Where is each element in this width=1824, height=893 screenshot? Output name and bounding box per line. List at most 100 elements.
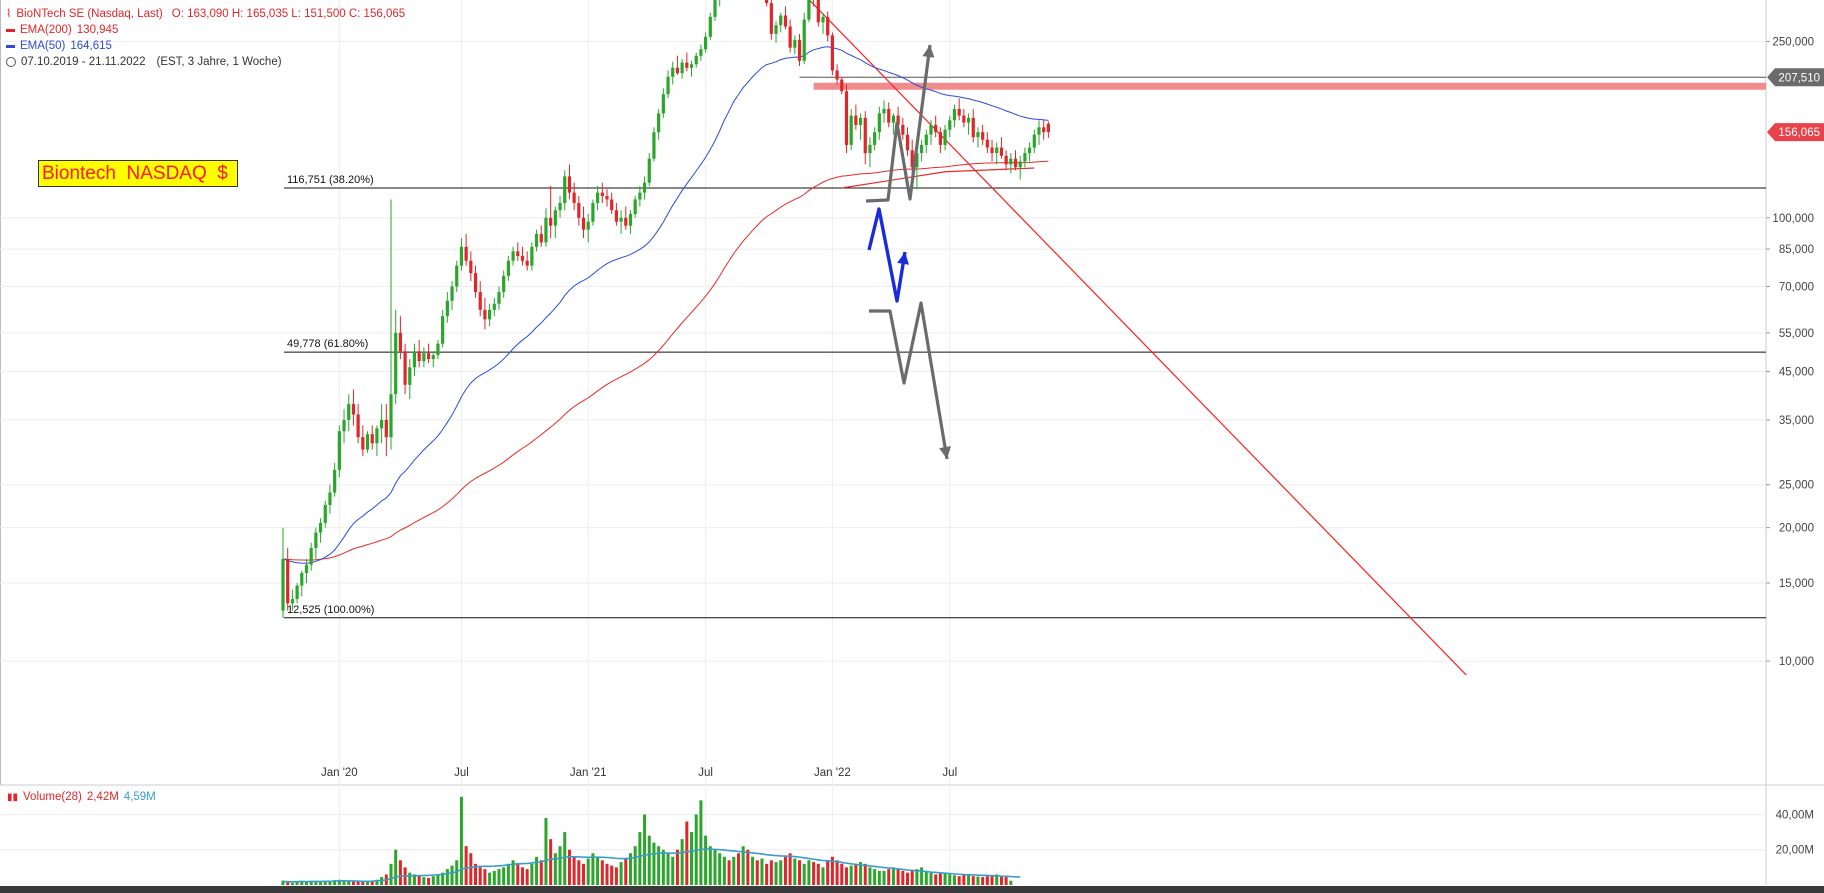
candle xyxy=(502,270,506,298)
volume-bar xyxy=(751,856,755,885)
candle xyxy=(863,111,867,165)
candle-body xyxy=(586,221,590,230)
volume-bar xyxy=(319,881,323,885)
candle-body xyxy=(816,0,820,23)
candle xyxy=(628,210,633,234)
candle-body xyxy=(511,251,515,261)
x-tick-label: Jan '20 xyxy=(321,767,358,779)
volume-bar xyxy=(798,860,802,885)
candle-body xyxy=(591,202,595,222)
candle xyxy=(807,0,811,23)
candle-body xyxy=(671,67,675,77)
candle-body xyxy=(422,353,426,362)
candle-body xyxy=(295,585,299,600)
volume-bar xyxy=(572,856,576,885)
fib-level-label: 12,525 (100.00%) xyxy=(287,604,374,616)
volume-bar xyxy=(887,869,891,885)
ema50-line xyxy=(282,46,1049,564)
fibonacci-levels: 464,000 (0.00%)116,751 (38.20%)49,778 (6… xyxy=(284,174,1766,619)
annotation-label[interactable]: Biontech NASDAQ $ xyxy=(38,160,238,187)
volume-bar xyxy=(830,856,834,885)
volume-bar xyxy=(375,879,379,885)
volume-panel: 40,00M 20,00M xyxy=(0,796,1814,885)
candle-body xyxy=(976,132,980,138)
volume-bar xyxy=(497,869,501,885)
bullish-scenario-arrow-path xyxy=(865,44,932,203)
volume-bar xyxy=(366,881,370,885)
candle xyxy=(797,33,802,67)
candle-body xyxy=(347,404,351,420)
ema200-label: EMA(200) xyxy=(20,24,72,36)
candle-body xyxy=(394,332,398,395)
y-tick-label: 100,000 xyxy=(1772,213,1814,225)
candle xyxy=(314,527,318,559)
instrument-title: BioNTech SE (Nasdaq, Last) xyxy=(16,8,163,20)
candle-body xyxy=(985,139,989,148)
taskbar xyxy=(0,886,1824,893)
volume-bar xyxy=(859,862,863,885)
volume-bar xyxy=(906,872,910,885)
volume-bar xyxy=(732,856,736,885)
candle xyxy=(821,12,825,34)
volume-bar xyxy=(516,863,520,885)
price-tag-shape xyxy=(1767,123,1824,142)
y-tick-label: 20,000 xyxy=(1779,523,1814,535)
volume-bar xyxy=(600,860,604,885)
ema50-label: EMA(50) xyxy=(20,40,66,52)
volume-bar xyxy=(821,867,825,885)
near-term-path-arrow-head xyxy=(897,252,909,265)
bullish-scenario-arrow xyxy=(865,44,935,203)
candle xyxy=(488,303,492,327)
volume-bar xyxy=(628,853,632,885)
volume-bar xyxy=(328,881,332,885)
volume-bar xyxy=(713,849,717,885)
volume-bar xyxy=(610,865,614,885)
candle-body xyxy=(826,16,830,36)
bearish-scenario-arrow-path xyxy=(869,301,949,460)
volume-bar xyxy=(633,846,637,885)
volume-bar xyxy=(464,846,468,885)
candle xyxy=(624,206,628,230)
candle xyxy=(868,137,872,168)
candle xyxy=(445,292,449,323)
chart-legend: ⌇ BioNTech SE (Nasdaq, Last) O: 163,090 … xyxy=(6,6,405,70)
candle-body xyxy=(938,132,942,145)
candle-body xyxy=(694,55,698,65)
volume-bar xyxy=(281,880,285,885)
volume-bar xyxy=(638,832,642,885)
candle-body xyxy=(797,39,802,61)
ema50-swatch xyxy=(6,44,15,48)
candle-body xyxy=(638,192,642,200)
candle-body xyxy=(497,292,501,304)
volume-bar xyxy=(591,853,595,885)
volume-bar xyxy=(370,881,374,885)
volume-bar xyxy=(661,849,665,885)
candle xyxy=(506,256,510,282)
volume-tick-label: 20,00M xyxy=(1776,845,1814,857)
volume-bar xyxy=(506,863,510,885)
candle xyxy=(854,104,858,130)
candle xyxy=(713,0,717,21)
candle xyxy=(389,199,393,450)
volume-bar xyxy=(530,863,534,885)
drawn-arrows xyxy=(865,44,951,460)
candle-body xyxy=(704,36,708,50)
volume-bar xyxy=(459,796,463,885)
candle xyxy=(450,281,454,310)
volume-bar xyxy=(309,881,313,885)
volume-bar xyxy=(722,856,726,885)
candle-body xyxy=(633,199,637,214)
candle xyxy=(464,233,468,266)
candle xyxy=(661,88,665,118)
candle-body xyxy=(924,134,928,145)
candle xyxy=(840,76,844,95)
volume-bar xyxy=(337,879,341,885)
y-tick-label: 85,000 xyxy=(1779,244,1814,256)
candle-body xyxy=(281,558,285,611)
volume-ma-line xyxy=(282,848,1021,883)
volume-bar xyxy=(957,876,961,885)
y-tick-label: 70,000 xyxy=(1779,281,1814,293)
candle-body xyxy=(619,217,623,222)
candle-body xyxy=(384,419,388,438)
